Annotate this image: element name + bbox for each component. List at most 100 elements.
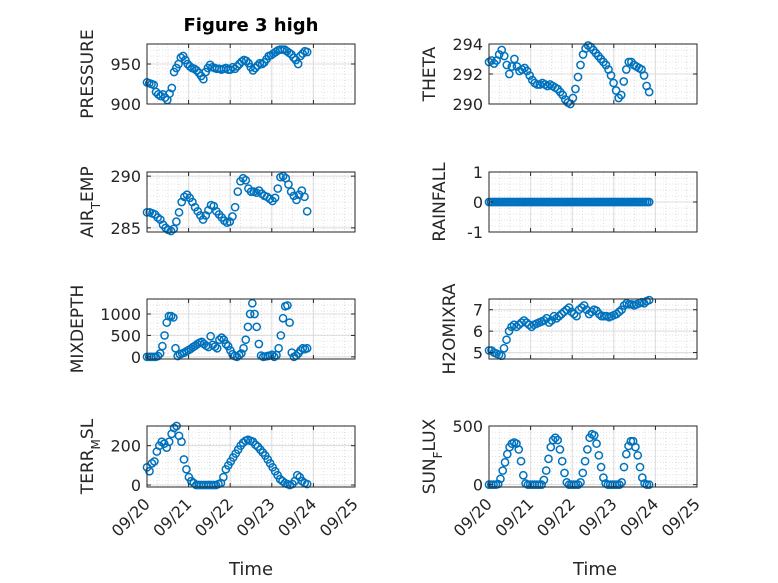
y-axis-label: PRESSURE — [78, 29, 98, 118]
y-axis-label: AIRTEMP — [78, 166, 103, 237]
data-point — [594, 450, 604, 460]
data-point — [547, 316, 556, 325]
data-point — [569, 309, 579, 319]
data-point — [504, 69, 514, 79]
x-tick-label: 09/25 — [658, 494, 704, 540]
data-point — [302, 206, 312, 216]
data-point — [557, 456, 567, 466]
data-point — [269, 352, 279, 362]
data-point — [298, 49, 307, 58]
data-point — [621, 65, 631, 74]
data-point — [548, 435, 558, 445]
data-point — [233, 187, 243, 197]
data-point — [302, 343, 312, 353]
data-point — [537, 480, 546, 490]
data-point — [568, 93, 578, 103]
data-point — [553, 435, 562, 445]
data-point — [571, 84, 580, 94]
data-point — [278, 313, 288, 323]
data-point — [493, 479, 503, 489]
subplot-air-temp: 285 290 AIRTEMP — [78, 166, 356, 238]
data-point — [577, 303, 586, 312]
data-point — [580, 456, 590, 466]
data-point — [241, 56, 251, 66]
data-point — [253, 61, 262, 70]
y-tick-label: 900 — [110, 95, 141, 114]
data-point — [502, 335, 511, 345]
data-point — [179, 455, 189, 464]
data-point — [206, 331, 215, 341]
data-point — [241, 335, 251, 345]
data-point — [257, 59, 267, 69]
data-point — [230, 64, 240, 74]
data-point — [284, 48, 294, 58]
data-point — [270, 193, 280, 203]
data-point — [172, 217, 181, 227]
subplot-theta: 290 292 294 THETA — [420, 35, 698, 114]
data-point — [512, 322, 521, 332]
data-point — [228, 212, 237, 221]
y-tick-label: 285 — [110, 219, 141, 238]
data-point — [594, 309, 604, 319]
data-point — [609, 78, 618, 88]
data-point — [510, 54, 519, 64]
y-tick-label: 0 — [131, 348, 141, 367]
x-tick-label: 09/21 — [149, 494, 195, 540]
data-point — [226, 65, 235, 74]
data-point — [302, 47, 312, 57]
data-point — [217, 333, 226, 342]
data-point — [168, 313, 178, 322]
axes-box — [146, 43, 356, 105]
data-point — [552, 313, 561, 323]
y-axis-label: TERRMSL — [78, 418, 103, 495]
data-point — [210, 342, 220, 351]
data-point — [153, 90, 163, 99]
data-point — [644, 87, 654, 97]
axes-box — [146, 171, 356, 233]
data-point — [236, 349, 246, 358]
subplot-grid: 900 950 PRESSURE 290 292 294 THETA 285 290 AIRTEM… — [68, 29, 704, 540]
data-point — [254, 339, 264, 349]
data-point — [616, 90, 626, 100]
data-point — [230, 202, 240, 212]
data-point — [549, 311, 559, 321]
axes-box — [146, 425, 356, 488]
data-point — [573, 480, 583, 490]
x-tick-label: 09/24 — [274, 494, 320, 540]
data-point — [542, 313, 551, 323]
data-point — [177, 437, 186, 447]
data-point — [252, 322, 262, 332]
subplot-pressure: 900 950 PRESSURE — [78, 29, 356, 119]
y-tick-label: -1 — [467, 223, 483, 242]
data-point — [150, 457, 159, 466]
y-tick-label: 5 — [473, 344, 483, 363]
y-tick-label: 500 — [452, 417, 483, 436]
data-point — [555, 445, 565, 454]
subplot-mixdepth: 0 500 1000 MIXDEPTH — [68, 285, 356, 373]
data-point — [250, 63, 260, 73]
x-tick-label: 09/25 — [316, 494, 362, 540]
data-point — [292, 470, 302, 480]
data-point — [499, 343, 509, 353]
data-point — [514, 320, 524, 330]
axes-box — [488, 298, 698, 360]
figure-title: Figure 3 high — [184, 15, 319, 36]
data-point — [573, 72, 583, 82]
data-point — [219, 335, 229, 345]
data-point — [498, 466, 508, 475]
data-point — [499, 51, 509, 61]
data-point — [504, 326, 514, 336]
data-point — [300, 192, 309, 202]
y-tick-label: 7 — [473, 301, 483, 320]
x-axis-label-right: Time — [572, 559, 617, 580]
subplot-rainfall: -1 0 1 RAINFALL — [430, 162, 698, 242]
y-tick-label: 290 — [452, 95, 483, 114]
data-point — [635, 462, 645, 472]
y-tick-label: 292 — [452, 65, 483, 84]
data-point — [639, 71, 649, 80]
data-point — [246, 187, 256, 197]
data-point — [516, 456, 526, 466]
data-point — [558, 90, 568, 100]
